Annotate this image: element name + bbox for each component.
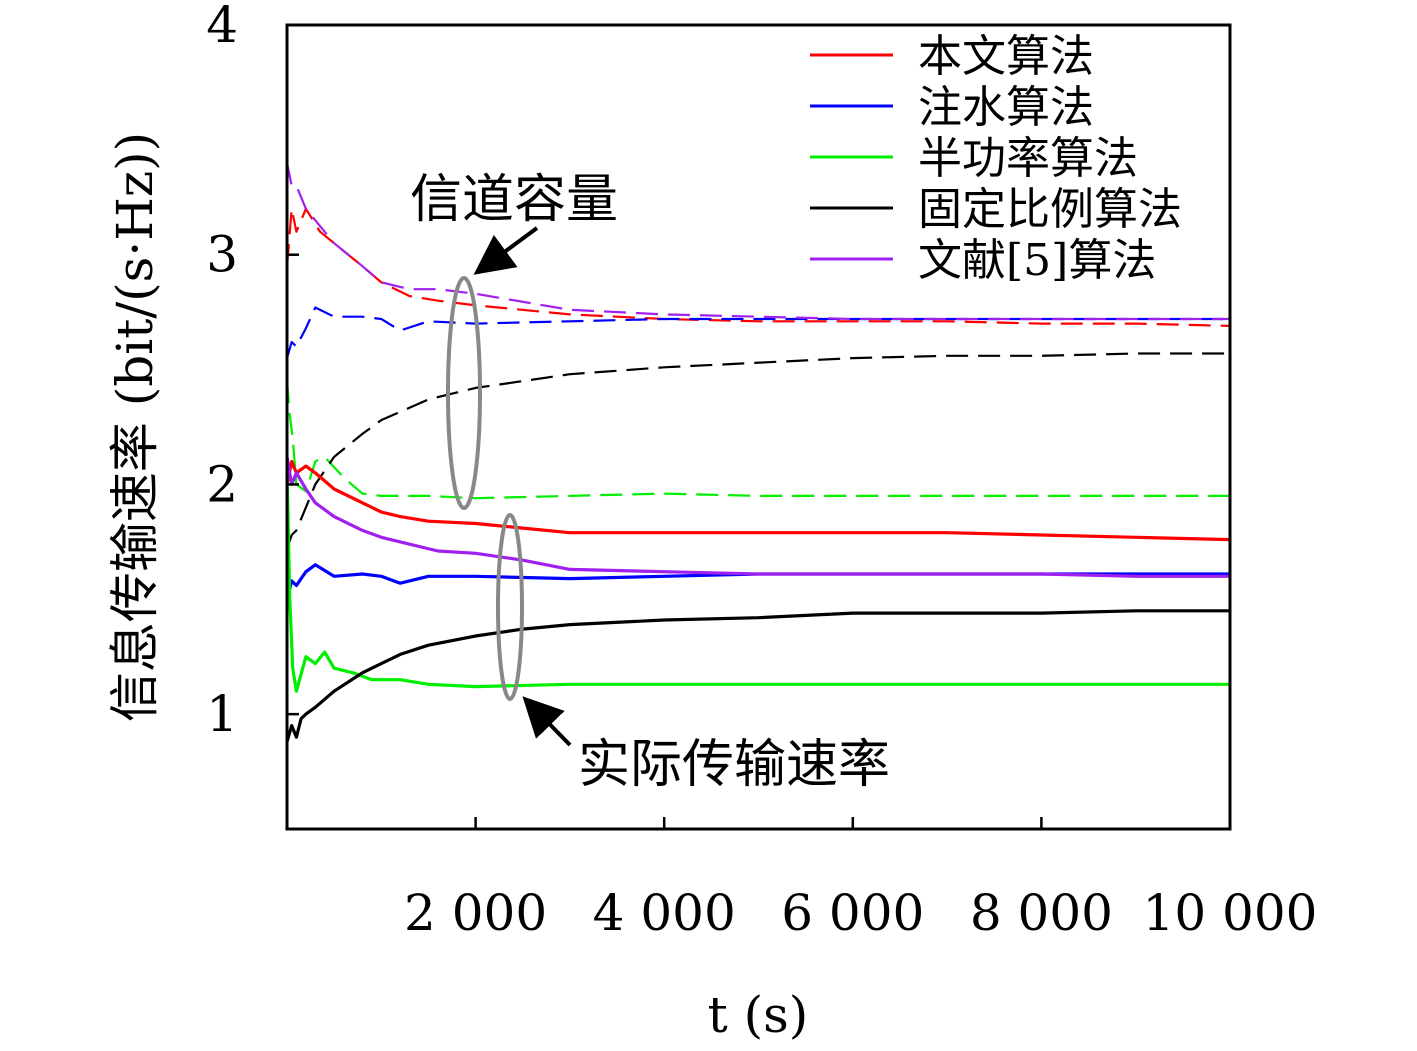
legend-label-4: 文献[5]算法 bbox=[918, 235, 1156, 286]
x-tick-label-4: 10 000 bbox=[1143, 884, 1318, 942]
capacity-ellipse bbox=[446, 276, 482, 510]
legend-label-1: 注水算法 bbox=[918, 82, 1094, 133]
y-tick-label-0: 1 bbox=[206, 685, 238, 743]
y-axis-title: 信息传输速率 (bit/(s·Hz)) bbox=[106, 132, 164, 722]
series-line-7-solid bbox=[285, 472, 1230, 693]
legend-label-3: 固定比例算法 bbox=[918, 184, 1182, 235]
x-tick-label-0: 2 000 bbox=[404, 884, 547, 942]
x-tick-label-2: 6 000 bbox=[781, 884, 924, 942]
y-tick-label-1: 2 bbox=[206, 455, 238, 513]
actual-rate-ellipse bbox=[496, 513, 524, 701]
actual-rate-label: 实际传输速率 bbox=[578, 735, 890, 795]
x-tick-label-3: 8 000 bbox=[970, 884, 1113, 942]
series-line-9-solid bbox=[285, 456, 1230, 578]
series-line-2-dashed bbox=[285, 381, 1230, 500]
y-tick-label-2: 3 bbox=[206, 226, 238, 284]
legend-label-0: 本文算法 bbox=[918, 31, 1094, 82]
x-tick-label-1: 4 000 bbox=[593, 884, 736, 942]
y-tick-label-3: 4 bbox=[206, 0, 238, 54]
tick-layer: 2 000 4 000 6 000 8 000 10 000 1 2 3 4 bbox=[206, 0, 1317, 942]
capacity-arrow bbox=[473, 226, 539, 275]
legend-label-2: 半功率算法 bbox=[918, 133, 1138, 184]
capacity-label: 信道容量 bbox=[410, 170, 618, 230]
series-line-1-dashed bbox=[285, 306, 1230, 359]
series-layer bbox=[285, 162, 1231, 743]
series-line-5-solid bbox=[285, 459, 1231, 542]
x-axis-title: t (s) bbox=[708, 986, 809, 1044]
series-line-6-solid bbox=[285, 563, 1230, 600]
series-line-8-solid bbox=[285, 609, 1230, 743]
series-line-3-dashed bbox=[285, 352, 1230, 550]
actual-rate-arrow bbox=[522, 696, 572, 747]
series-line-4-dashed bbox=[285, 162, 1230, 321]
plot-frame bbox=[285, 23, 1232, 831]
